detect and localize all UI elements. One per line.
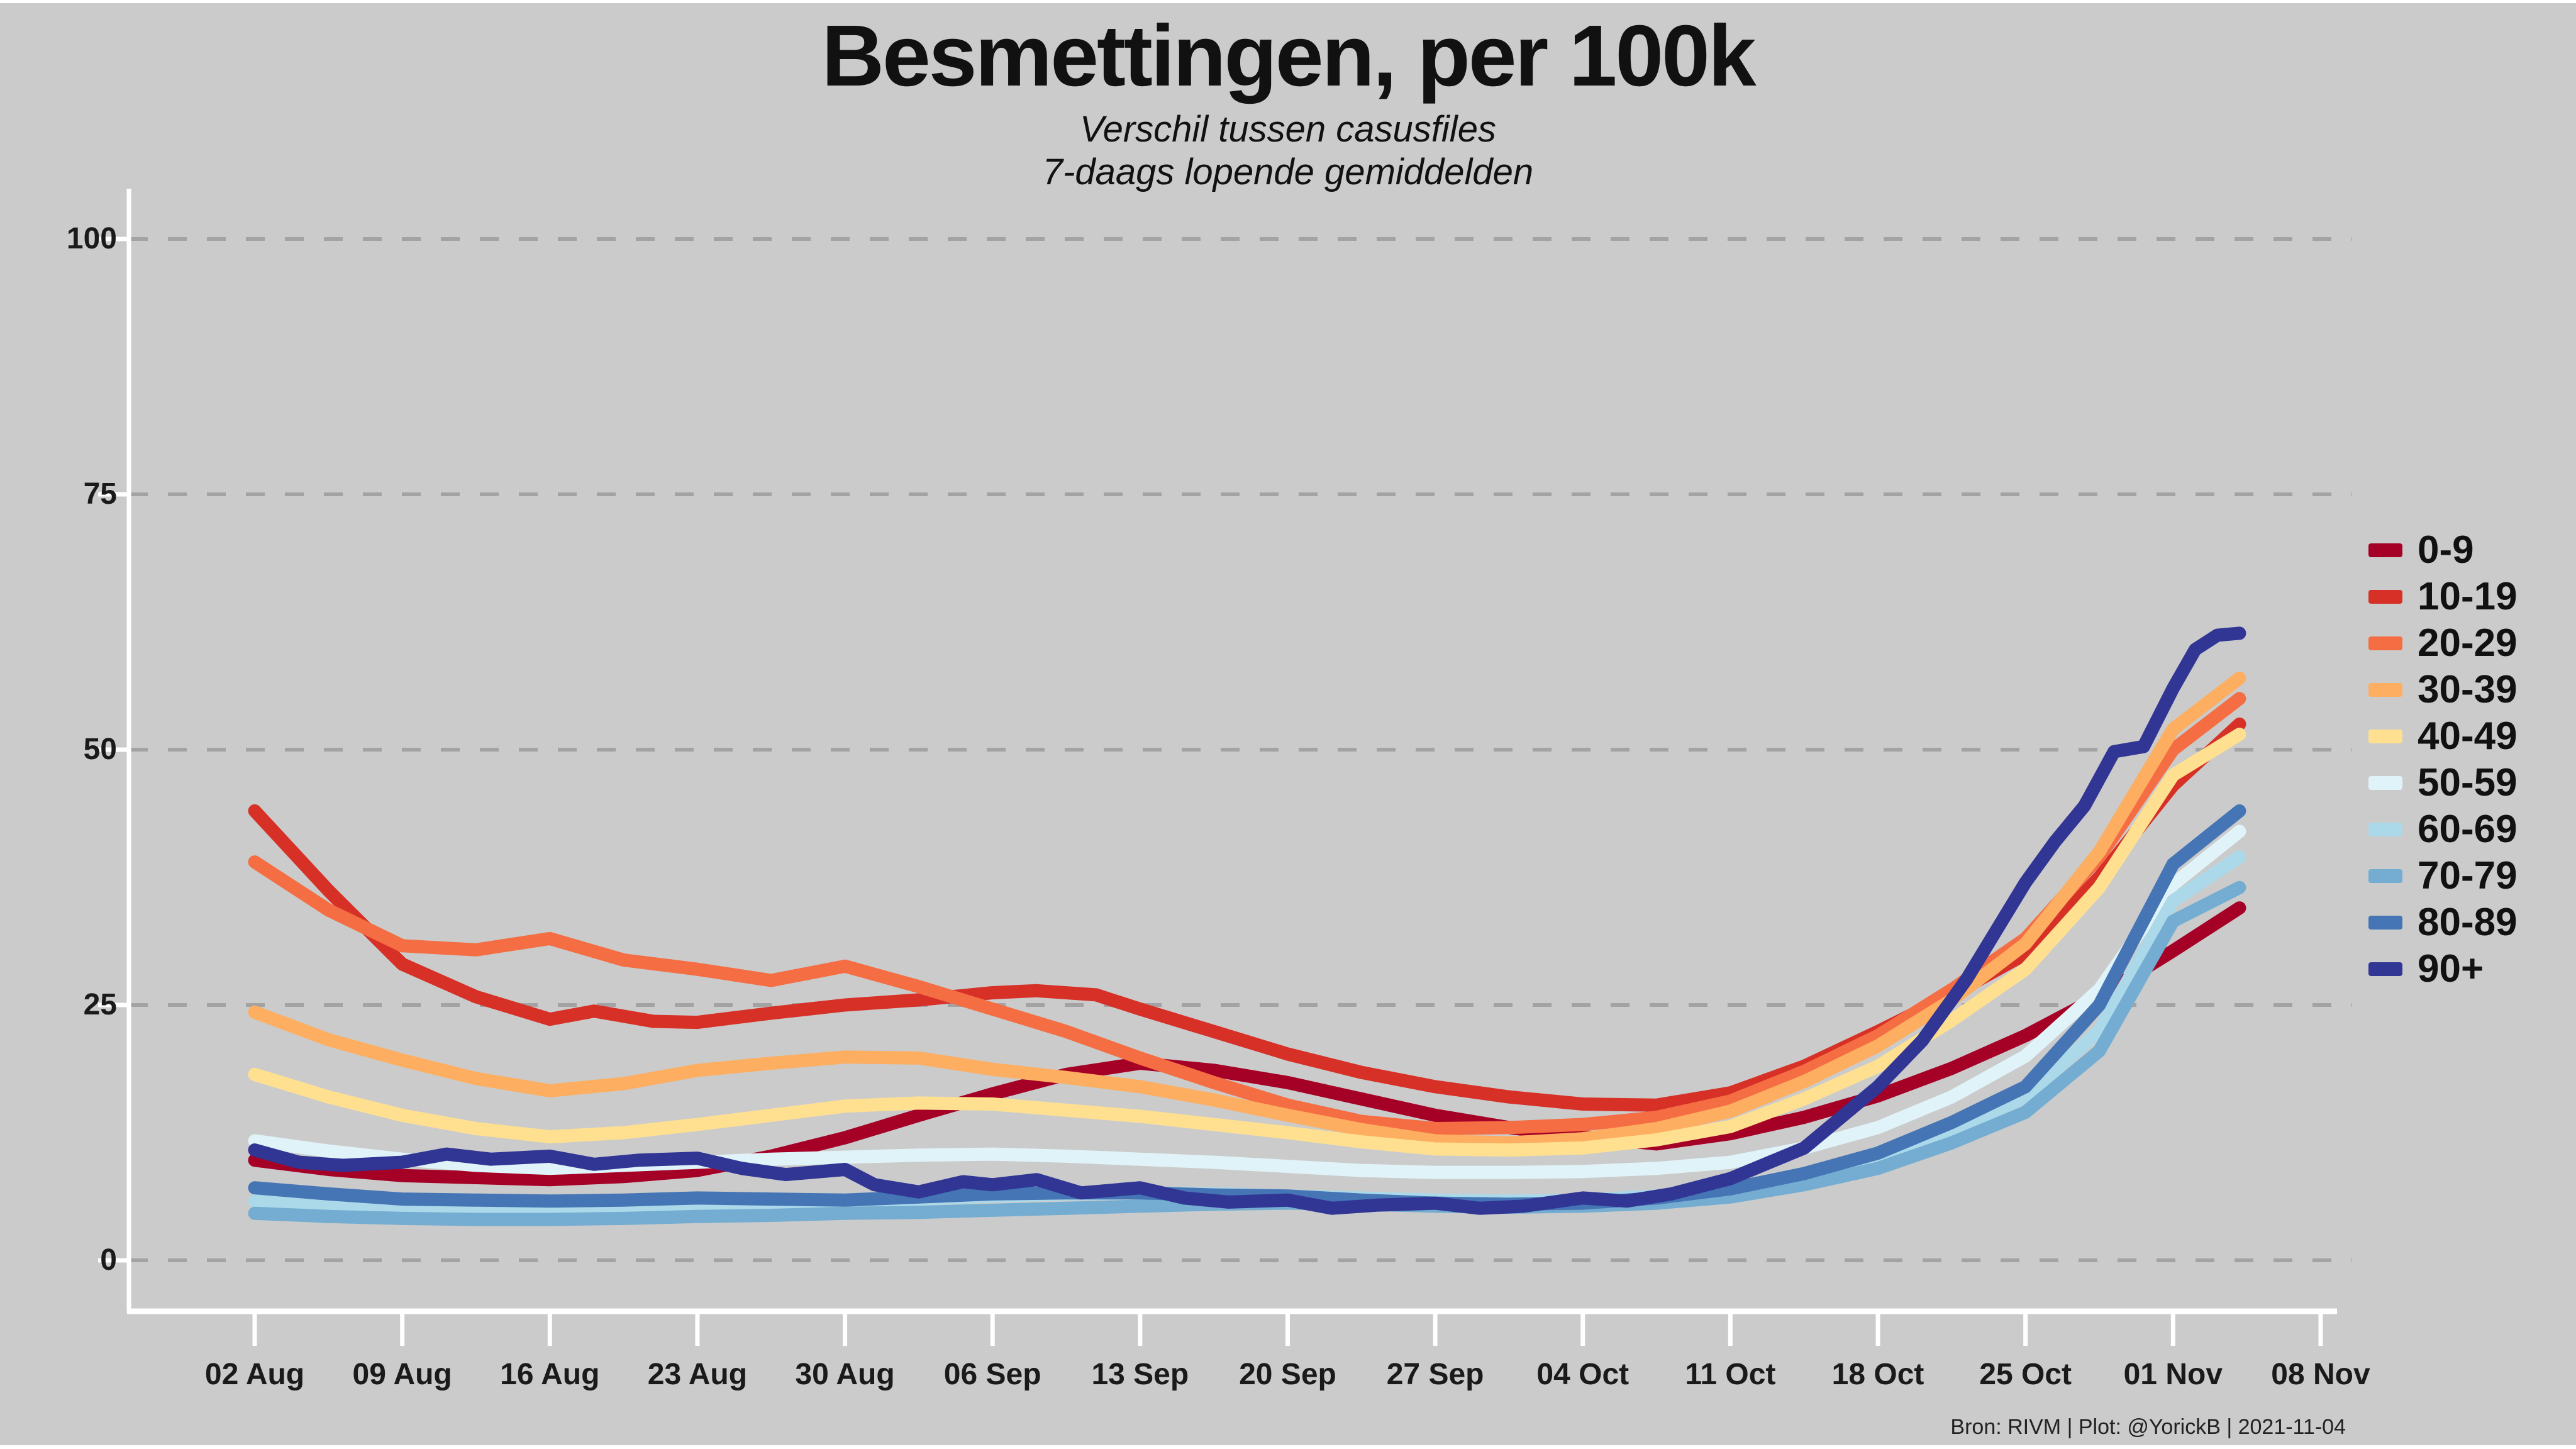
legend-item-0-9: 0-9 xyxy=(2368,527,2576,574)
legend-item-70-79: 70-79 xyxy=(2368,853,2576,899)
legend-label-30-39: 30-39 xyxy=(2418,668,2518,711)
chart-subtitle-1: Verschil tussen casusfiles xyxy=(1080,109,1496,150)
legend-swatch-50-59 xyxy=(2368,776,2402,790)
legend-item-60-69: 60-69 xyxy=(2368,806,2576,853)
x-tick-label-12: 25 Oct xyxy=(1979,1358,2072,1391)
x-tick-label-10: 11 Oct xyxy=(1685,1358,1776,1391)
x-tick-label-9: 04 Oct xyxy=(1536,1358,1629,1391)
x-tick-label-5: 06 Sep xyxy=(943,1358,1041,1391)
legend-label-40-49: 40-49 xyxy=(2418,714,2518,758)
series-line-10-19 xyxy=(248,717,2246,1112)
top-border-strip xyxy=(0,0,2576,3)
legend-label-70-79: 70-79 xyxy=(2418,854,2518,897)
legend-swatch-70-79 xyxy=(2368,869,2402,883)
legend-label-10-19: 10-19 xyxy=(2418,575,2518,618)
legend-label-0-9: 0-9 xyxy=(2418,528,2474,572)
legend-item-90+: 90+ xyxy=(2368,946,2576,992)
x-tick-label-8: 27 Sep xyxy=(1386,1358,1484,1391)
y-tick-label-50: 50 xyxy=(83,733,117,766)
x-tick-label-3: 23 Aug xyxy=(647,1358,748,1391)
legend-item-40-49: 40-49 xyxy=(2368,713,2576,760)
legend-swatch-60-69 xyxy=(2368,823,2402,836)
x-tick-label-13: 01 Nov xyxy=(2123,1358,2223,1391)
y-tick-label-75: 75 xyxy=(83,477,117,511)
legend-swatch-40-49 xyxy=(2368,730,2402,743)
chart-title: Besmettingen, per 100k xyxy=(821,8,1756,104)
series-line-30-39 xyxy=(248,671,2246,1150)
x-tick-label-4: 30 Aug xyxy=(795,1358,895,1391)
legend-swatch-20-29 xyxy=(2368,636,2402,650)
legend-item-80-89: 80-89 xyxy=(2368,899,2576,946)
legend-label-60-69: 60-69 xyxy=(2418,808,2518,851)
series-line-90+ xyxy=(248,626,2246,1215)
legend-swatch-90+ xyxy=(2368,962,2402,976)
x-tick-label-1: 09 Aug xyxy=(352,1358,452,1391)
chart-subtitle-2: 7-daags lopende gemiddelden xyxy=(1042,152,1534,192)
x-tick-label-7: 20 Sep xyxy=(1239,1358,1336,1391)
legend: 0-9 10-19 20-29 30-39 40-49 50-59 60-69 70-79 80… xyxy=(2368,527,2576,992)
bottom-border-strip xyxy=(0,1445,2576,1449)
series-line-20-29 xyxy=(248,692,2246,1135)
x-tick-label-0: 02 Aug xyxy=(204,1358,305,1391)
legend-label-20-29: 20-29 xyxy=(2418,621,2518,665)
legend-label-90+: 90+ xyxy=(2418,947,2484,991)
legend-swatch-80-89 xyxy=(2368,916,2402,930)
y-tick-label-25: 25 xyxy=(83,988,117,1021)
legend-swatch-30-39 xyxy=(2368,683,2402,697)
legend-item-20-29: 20-29 xyxy=(2368,620,2576,667)
attribution-text: Bron: RIVM | Plot: @YorickB | 2021-11-04 xyxy=(1950,1415,2346,1439)
x-tick-label-2: 16 Aug xyxy=(500,1358,600,1391)
legend-swatch-10-19 xyxy=(2368,590,2402,604)
legend-label-50-59: 50-59 xyxy=(2418,761,2518,804)
y-tick-label-100: 100 xyxy=(66,222,117,255)
y-tick-label-0: 0 xyxy=(100,1243,117,1277)
legend-swatch-0-9 xyxy=(2368,543,2402,557)
x-tick-label-11: 18 Oct xyxy=(1831,1358,1924,1391)
legend-item-30-39: 30-39 xyxy=(2368,667,2576,713)
legend-label-80-89: 80-89 xyxy=(2418,901,2518,944)
x-tick-label-6: 13 Sep xyxy=(1091,1358,1189,1391)
legend-item-10-19: 10-19 xyxy=(2368,574,2576,620)
legend-item-50-59: 50-59 xyxy=(2368,760,2576,806)
series-line-0-9 xyxy=(248,901,2246,1187)
x-tick-label-14: 08 Nov xyxy=(2271,1358,2370,1391)
